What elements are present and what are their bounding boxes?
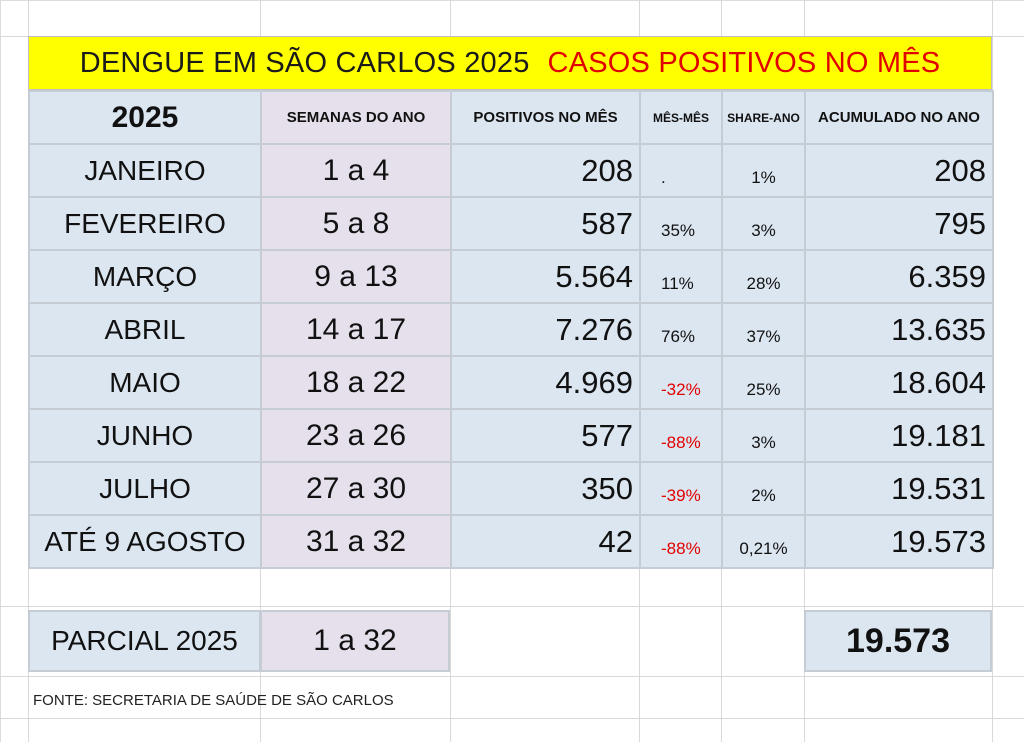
mom-cell: 11%: [639, 249, 723, 304]
table-row: MARÇO 9 a 13 5.564 11% 28% 6.359: [28, 249, 994, 304]
mom-cell: 35%: [639, 196, 723, 251]
mom-cell: -88%: [639, 408, 723, 463]
table-row: MAIO 18 a 22 4.969 -32% 25% 18.604: [28, 355, 994, 410]
header-weeks: SEMANAS DO ANO: [260, 90, 452, 145]
weeks-cell: 23 a 26: [260, 408, 452, 463]
total-value: 19.573: [804, 610, 992, 672]
grid-line: [0, 718, 1024, 719]
share-cell: 2%: [721, 461, 806, 516]
share-cell: 25%: [721, 355, 806, 410]
header-positives: POSITIVOS NO MÊS: [450, 90, 641, 145]
accumulated-cell: 19.531: [804, 461, 994, 516]
positives-cell: 5.564: [450, 249, 641, 304]
month-cell: MARÇO: [28, 249, 262, 304]
table-row: JULHO 27 a 30 350 -39% 2% 19.531: [28, 461, 994, 516]
month-cell: JUNHO: [28, 408, 262, 463]
accumulated-cell: 19.181: [804, 408, 994, 463]
accumulated-cell: 795: [804, 196, 994, 251]
month-cell: JULHO: [28, 461, 262, 516]
table-row: FEVEREIRO 5 a 8 587 35% 3% 795: [28, 196, 994, 251]
share-cell: 28%: [721, 249, 806, 304]
weeks-cell: 9 a 13: [260, 249, 452, 304]
table-row: ABRIL 14 a 17 7.276 76% 37% 13.635: [28, 302, 994, 357]
total-weeks: 1 a 32: [260, 610, 450, 672]
weeks-cell: 1 a 4: [260, 143, 452, 198]
header-month-over-month: MÊS-MÊS: [639, 90, 723, 145]
header-year: 2025: [28, 90, 262, 145]
accumulated-cell: 6.359: [804, 249, 994, 304]
positives-cell: 4.969: [450, 355, 641, 410]
positives-cell: 350: [450, 461, 641, 516]
cases-table: 2025 SEMANAS DO ANO POSITIVOS NO MÊS MÊS…: [28, 90, 994, 569]
accumulated-cell: 19.573: [804, 514, 994, 569]
positives-cell: 42: [450, 514, 641, 569]
mom-cell: -88%: [639, 514, 723, 569]
mom-cell: -39%: [639, 461, 723, 516]
positives-cell: 7.276: [450, 302, 641, 357]
share-cell: 37%: [721, 302, 806, 357]
table-row: JUNHO 23 a 26 577 -88% 3% 19.181: [28, 408, 994, 463]
weeks-cell: 14 a 17: [260, 302, 452, 357]
title-highlight: CASOS POSITIVOS NO MÊS: [547, 46, 941, 79]
accumulated-cell: 13.635: [804, 302, 994, 357]
grid-line: [0, 676, 1024, 677]
table-row: JANEIRO 1 a 4 208 . 1% 208: [28, 143, 994, 198]
share-cell: 0,21%: [721, 514, 806, 569]
mom-cell: -32%: [639, 355, 723, 410]
month-cell: FEVEREIRO: [28, 196, 262, 251]
mom-cell: .: [639, 143, 723, 198]
month-cell: ABRIL: [28, 302, 262, 357]
mom-cell: 76%: [639, 302, 723, 357]
grid-line: [0, 606, 1024, 607]
weeks-cell: 27 a 30: [260, 461, 452, 516]
header-share-year: SHARE-ANO: [721, 90, 806, 145]
source-note: FONTE: SECRETARIA DE SAÚDE DE SÃO CARLOS: [33, 692, 394, 709]
accumulated-cell: 208: [804, 143, 994, 198]
month-cell: MAIO: [28, 355, 262, 410]
header-row: 2025 SEMANAS DO ANO POSITIVOS NO MÊS MÊS…: [28, 90, 994, 145]
title-main: DENGUE EM SÃO CARLOS 2025: [79, 46, 530, 79]
weeks-cell: 31 a 32: [260, 514, 452, 569]
header-accumulated: ACUMULADO NO ANO: [804, 90, 994, 145]
weeks-cell: 5 a 8: [260, 196, 452, 251]
month-cell: JANEIRO: [28, 143, 262, 198]
month-cell: ATÉ 9 AGOSTO: [28, 514, 262, 569]
title-bar: DENGUE EM SÃO CARLOS 2025 CASOS POSITIVO…: [28, 36, 992, 90]
accumulated-cell: 18.604: [804, 355, 994, 410]
table-row: ATÉ 9 AGOSTO 31 a 32 42 -88% 0,21% 19.57…: [28, 514, 994, 569]
total-label: PARCIAL 2025: [28, 610, 261, 672]
share-cell: 3%: [721, 408, 806, 463]
positives-cell: 208: [450, 143, 641, 198]
weeks-cell: 18 a 22: [260, 355, 452, 410]
positives-cell: 587: [450, 196, 641, 251]
positives-cell: 577: [450, 408, 641, 463]
share-cell: 1%: [721, 143, 806, 198]
share-cell: 3%: [721, 196, 806, 251]
